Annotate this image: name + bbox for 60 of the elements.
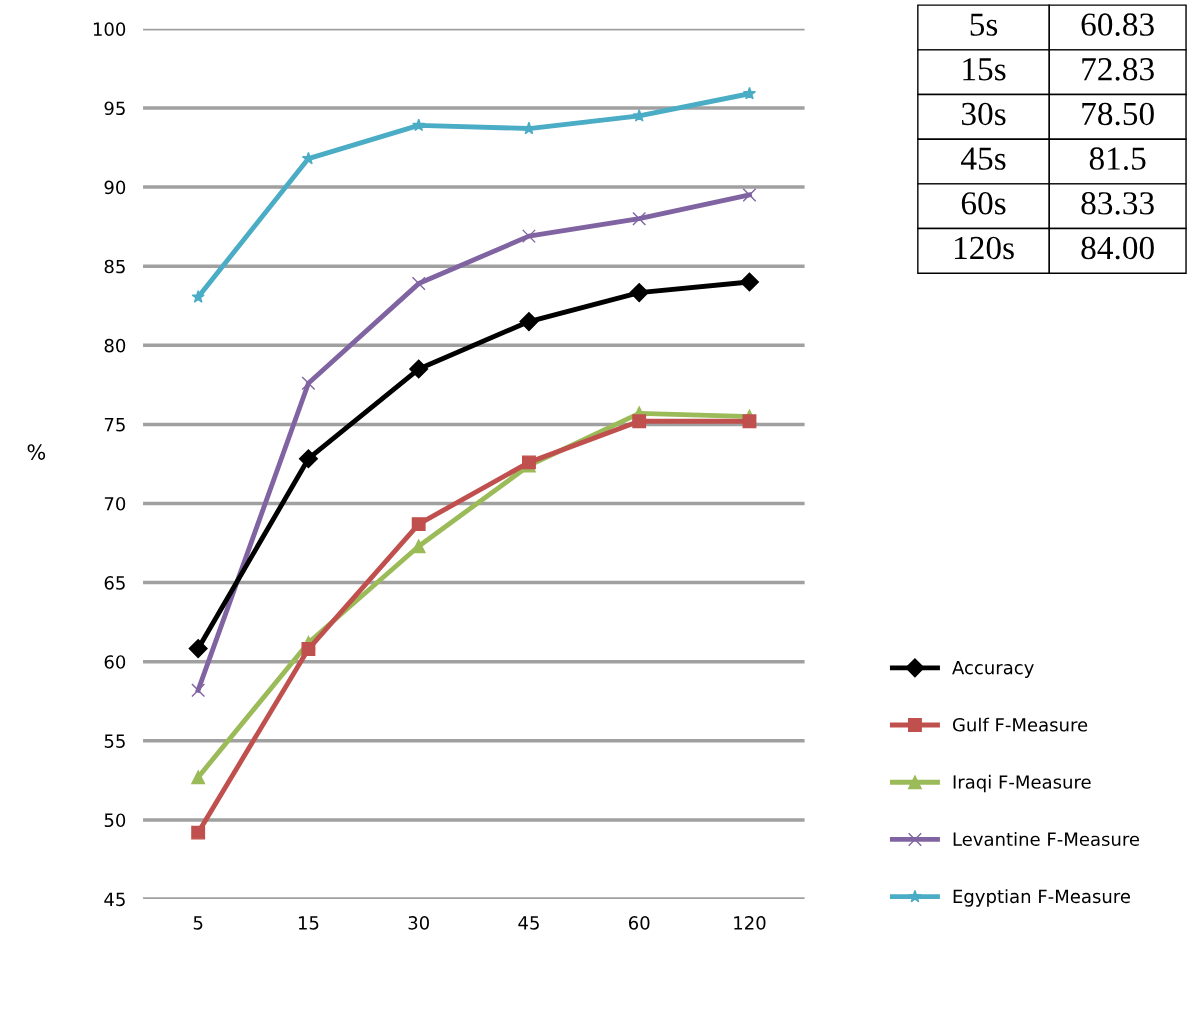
y-tick-label: 90 <box>104 180 126 195</box>
text: 83.33 <box>1081 192 1154 215</box>
point <box>298 449 318 469</box>
y-tick-label: 75 <box>104 418 125 432</box>
point <box>411 517 426 532</box>
y-tick-label: 70 <box>104 496 126 511</box>
x-tick-label: 5 <box>193 916 203 930</box>
point <box>632 414 647 429</box>
text: 60.83 <box>1081 13 1154 36</box>
point <box>522 229 536 244</box>
y-tick-label: 85 <box>104 259 125 274</box>
text: 15s <box>963 58 1006 81</box>
point <box>191 825 206 840</box>
point <box>188 639 208 659</box>
y-tick-label: 95 <box>104 101 125 116</box>
legend-label: Gulf F-Measure <box>952 717 1088 732</box>
point <box>522 121 536 135</box>
point <box>632 211 647 226</box>
point <box>301 376 316 391</box>
text: 120s <box>954 236 1014 260</box>
y-tick-label: 50 <box>104 813 126 828</box>
point <box>191 683 206 698</box>
y-axis-title: % <box>27 444 46 460</box>
point <box>739 272 760 292</box>
text: 5s <box>970 13 998 36</box>
y-tick-label: 80 <box>104 338 126 353</box>
point <box>411 276 426 291</box>
point <box>412 118 426 132</box>
point <box>519 312 539 332</box>
text: 30s <box>961 102 1006 126</box>
point <box>742 86 757 100</box>
y-tick-label: 60 <box>104 655 126 669</box>
legend-label: Accuracy <box>952 660 1034 678</box>
text: 60s <box>961 192 1006 215</box>
point <box>191 290 205 303</box>
text: 45s <box>961 147 1006 170</box>
x-tick-label: 60 <box>628 916 650 930</box>
x-tick-label: 120 <box>734 916 766 930</box>
y-tick-label: 100 <box>93 22 126 36</box>
point <box>409 359 429 379</box>
text: 84.00 <box>1081 236 1154 260</box>
x-tick-label: 45 <box>518 916 539 930</box>
point <box>632 108 646 122</box>
text: 81.5 <box>1089 147 1146 171</box>
x-tick-label: 15 <box>298 916 319 930</box>
point <box>742 188 757 202</box>
y-tick-label: 45 <box>104 892 125 907</box>
point <box>629 283 649 303</box>
legend-label: Egyptian F-Measure <box>953 889 1130 907</box>
point <box>191 770 206 785</box>
x-tick-label: 30 <box>408 916 429 930</box>
text: 72.83 <box>1082 58 1154 81</box>
point <box>411 539 426 554</box>
point <box>301 642 316 657</box>
text: 78.50 <box>1082 102 1154 126</box>
y-tick-label: 55 <box>104 734 125 748</box>
point <box>742 414 757 429</box>
legend-label: Levantine F-Measure <box>953 832 1140 846</box>
y-tick-label: 65 <box>104 576 125 590</box>
legend-label: Iraqi F-Measure <box>953 774 1091 793</box>
